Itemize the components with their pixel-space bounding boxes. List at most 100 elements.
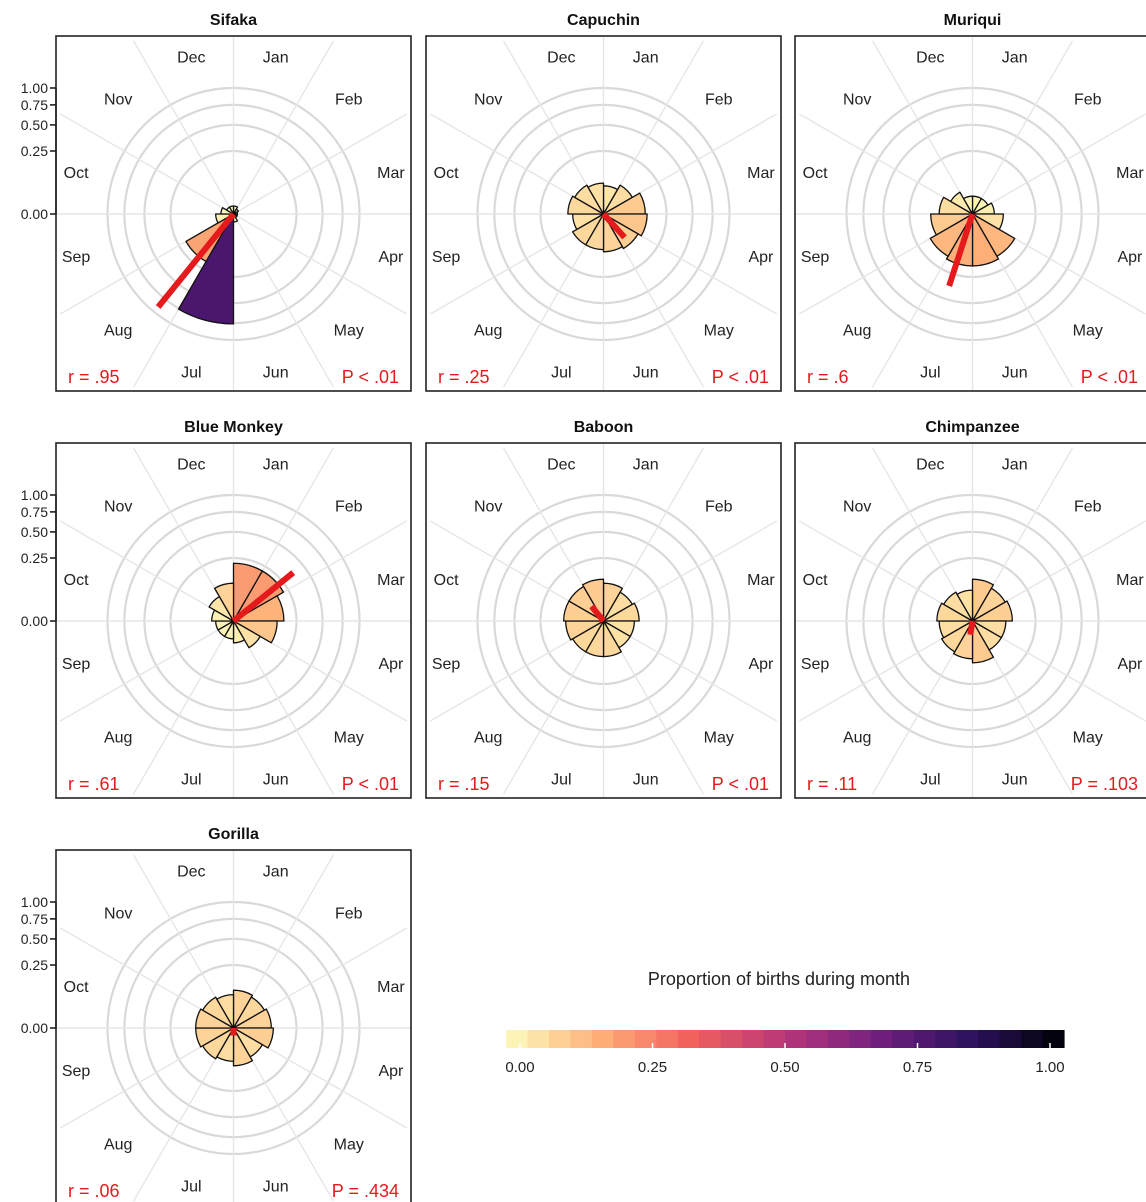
month-label-aug: Aug xyxy=(474,322,502,339)
legend-swatch xyxy=(742,1030,765,1048)
month-label-feb: Feb xyxy=(335,499,363,516)
wedge-gorilla-apr xyxy=(232,1027,274,1049)
p-value-gorilla: P = .434 xyxy=(332,1181,399,1201)
month-label-apr: Apr xyxy=(748,249,774,266)
panel-title-baboon: Baboon xyxy=(574,419,634,436)
month-label-sep: Sep xyxy=(801,656,830,673)
legend-swatch xyxy=(677,1030,700,1048)
month-label-nov: Nov xyxy=(104,499,132,516)
month-label-aug: Aug xyxy=(474,729,502,746)
month-label-jul: Jul xyxy=(181,364,201,381)
wedge-chimpanzee-dec xyxy=(956,589,974,622)
panel-title-capuchin: Capuchin xyxy=(567,12,640,29)
month-label-jun: Jun xyxy=(1002,771,1028,788)
month-label-oct: Oct xyxy=(64,165,89,182)
panel-frame-capuchin xyxy=(425,35,782,392)
wedge-muriqui-aug xyxy=(929,213,974,257)
wedge-capuchin-nov xyxy=(573,184,605,215)
r-value-gorilla: r = .06 xyxy=(68,1181,120,1201)
panels-group: Sifaka Jan Feb Mar Apr May Jun Jul Aug Sep Oct Nov D… xyxy=(21,12,1146,1202)
radial-axis-blue-monkey: 1.000.75 0.50 0.25 0.00 xyxy=(21,487,57,629)
legend-swatch xyxy=(506,1030,529,1048)
legend-color-bar xyxy=(506,1030,1065,1048)
legend-swatch xyxy=(527,1030,550,1048)
month-label-mar: Mar xyxy=(747,165,775,182)
mean-vector-muriqui xyxy=(946,213,976,287)
wedge-gorilla-jun xyxy=(232,1027,254,1067)
legend-swatch xyxy=(849,1030,872,1048)
panel-sifaka: Sifaka Jan Feb Mar Apr May Jun Jul Aug Sep Oct Nov D… xyxy=(21,12,412,392)
month-label-dec: Dec xyxy=(547,50,575,67)
legend-swatch xyxy=(699,1030,722,1048)
legend-swatch xyxy=(870,1030,893,1048)
month-label-jul: Jul xyxy=(181,771,201,788)
panel-title-blue-monkey: Blue Monkey xyxy=(184,419,283,436)
month-label-dec: Dec xyxy=(177,457,205,474)
color-legend: Proportion of births during month 0.00 0.… xyxy=(505,969,1064,1076)
month-label-jun: Jun xyxy=(633,771,659,788)
wedge-capuchin-aug xyxy=(571,213,605,246)
month-label-sep: Sep xyxy=(62,1063,91,1080)
radial-tick-label: 0.50 xyxy=(21,524,48,540)
month-label-sep: Sep xyxy=(62,656,91,673)
radial-axis-gorilla: 1.000.75 0.50 0.25 0.00 xyxy=(21,894,57,1036)
legend-swatch xyxy=(913,1030,936,1048)
radial-tick-label: 0.25 xyxy=(21,143,48,159)
grid-spoke xyxy=(871,40,974,215)
wedge-chimpanzee-mar xyxy=(971,600,1013,622)
month-label-dec: Dec xyxy=(177,864,205,881)
grid-spoke xyxy=(232,620,335,795)
wedge-gorilla-nov xyxy=(201,996,235,1029)
month-label-jun: Jun xyxy=(263,364,289,381)
month-label-nov: Nov xyxy=(474,92,502,109)
month-label-may: May xyxy=(1073,322,1103,339)
month-label-dec: Dec xyxy=(916,50,944,67)
radial-tick-label: 0.75 xyxy=(21,504,48,520)
month-label-nov: Nov xyxy=(843,92,871,109)
grid-spoke xyxy=(59,620,234,722)
panel-blue-monkey: Blue Monkey Jan Feb Mar Apr May Jun Jul Aug Sep Oc… xyxy=(21,419,412,799)
wedge-sifaka-jul xyxy=(177,213,235,325)
legend-swatch xyxy=(999,1030,1022,1048)
month-label-apr: Apr xyxy=(1117,249,1143,266)
month-label-apr: Apr xyxy=(378,249,404,266)
radial-tick-label: 1.00 xyxy=(21,487,48,503)
legend-swatch xyxy=(613,1030,636,1048)
wedge-chimpanzee-nov xyxy=(942,591,974,622)
month-label-jun: Jun xyxy=(263,771,289,788)
legend-tick-label: 1.00 xyxy=(1035,1059,1064,1076)
month-label-may: May xyxy=(334,1136,364,1153)
plot-area-capuchin: Jan Feb Mar Apr May Jun Jul Aug Sep Oct Nov Dec r = … xyxy=(426,36,781,391)
month-label-mar: Mar xyxy=(747,572,775,589)
legend-swatch xyxy=(806,1030,829,1048)
r-value-baboon: r = .15 xyxy=(438,774,490,794)
legend-title: Proportion of births during month xyxy=(648,969,910,989)
grid-spoke xyxy=(132,40,235,215)
grid-spoke xyxy=(132,620,235,795)
month-label-may: May xyxy=(1073,729,1103,746)
mean-vector-baboon xyxy=(589,604,606,623)
month-label-jul: Jul xyxy=(551,771,571,788)
month-label-aug: Aug xyxy=(843,322,871,339)
month-label-jul: Jul xyxy=(920,364,940,381)
mean-vector-blue-monkey xyxy=(231,570,296,624)
grid-spoke xyxy=(971,40,1074,215)
month-label-dec: Dec xyxy=(177,50,205,67)
wedge-chimpanzee-jan xyxy=(971,578,995,622)
panel-capuchin: Capuchin Jan Feb Mar Apr May Jun Jul Aug Sep Oct No… xyxy=(425,12,782,392)
month-label-aug: Aug xyxy=(843,729,871,746)
month-label-may: May xyxy=(334,322,364,339)
radial-tick-label: 0.75 xyxy=(21,97,48,113)
wedge-blue-monkey-mar xyxy=(232,595,285,622)
legend-tick-label: 0.75 xyxy=(903,1059,932,1076)
wedge-gorilla-dec xyxy=(216,994,235,1029)
month-label-sep: Sep xyxy=(62,249,91,266)
month-label-jan: Jan xyxy=(633,50,659,67)
mean-vector-sifaka xyxy=(155,212,236,309)
month-label-dec: Dec xyxy=(547,457,575,474)
legend-swatch xyxy=(548,1030,571,1048)
wedge-capuchin-apr xyxy=(602,213,648,237)
plot-area-blue-monkey: Jan Feb Mar Apr May Jun Jul Aug Sep Oct Nov Dec r = … xyxy=(56,443,411,798)
grid-spoke xyxy=(972,113,1146,215)
legend-swatch xyxy=(785,1030,808,1048)
